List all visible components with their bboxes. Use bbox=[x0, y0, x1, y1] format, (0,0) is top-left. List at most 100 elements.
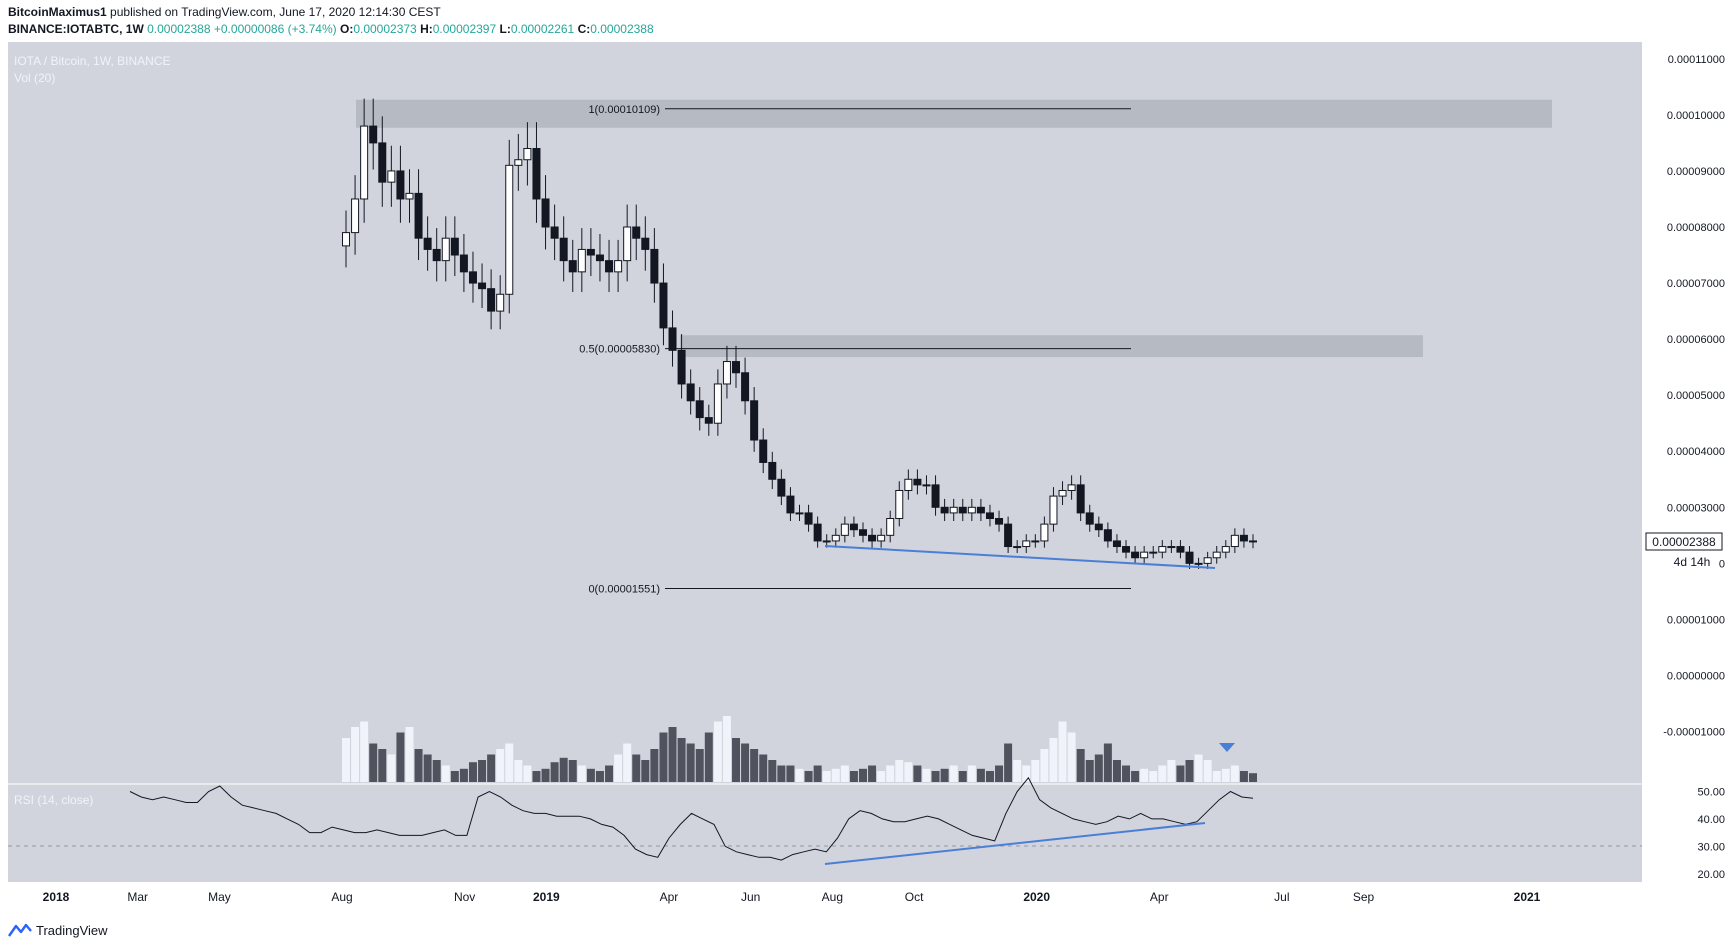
footer-brand-label: TradingView bbox=[36, 922, 108, 938]
legend-vol: Vol (20) bbox=[14, 71, 55, 85]
candle-body bbox=[750, 400, 759, 441]
volume-bar bbox=[523, 765, 532, 782]
volume-bar bbox=[342, 738, 350, 782]
candle-body bbox=[1004, 523, 1013, 548]
legend-rsi: RSI (14, close) bbox=[14, 793, 93, 807]
candle-body bbox=[922, 484, 931, 487]
volume-bar bbox=[577, 765, 586, 782]
author-name[interactable]: BitcoinMaximus1 bbox=[8, 5, 107, 19]
volume-bar bbox=[695, 749, 704, 782]
volume-bar bbox=[877, 771, 886, 782]
candle-body bbox=[650, 248, 659, 284]
price-chart[interactable]: 1(0.00010109) 0.5(0.00005830) 0(0.00001551… bbox=[0, 0, 1731, 920]
candle-body bbox=[1194, 562, 1203, 565]
candle-body bbox=[995, 518, 1004, 525]
candle-body bbox=[360, 125, 369, 200]
chart-background bbox=[8, 42, 1642, 882]
volume-bar bbox=[804, 771, 813, 782]
rsi-axis: 50.00 40.00 30.00 20.00 bbox=[1697, 786, 1725, 880]
price-tick-label: 0.00003000 bbox=[1667, 502, 1725, 514]
volume-bar bbox=[849, 771, 858, 782]
volume-bar bbox=[351, 727, 360, 782]
volume-bar bbox=[759, 754, 768, 782]
close-label: C: bbox=[577, 22, 591, 36]
candle-body bbox=[1131, 551, 1140, 559]
volume-bar bbox=[840, 765, 849, 782]
candle-body bbox=[396, 170, 405, 200]
last-price: 0.00002388 bbox=[147, 22, 211, 36]
fib-level-label: 0.5(0.00005830) bbox=[579, 344, 660, 356]
candle-body bbox=[459, 254, 468, 273]
candle-body bbox=[786, 495, 795, 514]
legend-title: IOTA / Bitcoin, 1W, BINANCE bbox=[14, 54, 171, 68]
open-value: 0.00002373 bbox=[353, 22, 417, 36]
volume-bar bbox=[904, 762, 913, 782]
volume-bar bbox=[1122, 765, 1131, 782]
svg-text:4d 14h: 4d 14h bbox=[1674, 555, 1711, 569]
volume-bar bbox=[967, 765, 976, 782]
rsi-tick-label: 30.00 bbox=[1697, 841, 1725, 853]
tradingview-logo-icon bbox=[8, 923, 32, 937]
candle-body bbox=[1058, 489, 1067, 497]
volume-bars bbox=[342, 716, 1257, 782]
price-tick-label: 0.00007000 bbox=[1667, 278, 1725, 290]
candle-body bbox=[432, 248, 441, 262]
volume-bar bbox=[450, 771, 459, 782]
volume-bar bbox=[895, 760, 904, 782]
volume-bar bbox=[1031, 760, 1040, 782]
candle-body bbox=[949, 506, 958, 514]
open-label: O: bbox=[339, 22, 354, 36]
candle-body bbox=[487, 288, 496, 312]
volume-bar bbox=[614, 754, 623, 782]
candle-body bbox=[632, 226, 641, 239]
volume-bar bbox=[741, 743, 750, 782]
candle-body bbox=[659, 282, 668, 329]
resistance-zones bbox=[356, 99, 1552, 358]
candle-body bbox=[695, 400, 704, 419]
volume-bar bbox=[668, 727, 677, 782]
volume-bar bbox=[1094, 754, 1103, 782]
candle-body bbox=[1212, 551, 1221, 559]
volume-bar bbox=[1149, 771, 1158, 782]
candle-body bbox=[976, 506, 985, 514]
price-tick-label: 0.00008000 bbox=[1667, 222, 1725, 234]
volume-bar bbox=[478, 760, 487, 782]
resistance-zone bbox=[356, 99, 1552, 128]
candle-body bbox=[1040, 523, 1049, 542]
candle-body bbox=[1185, 551, 1194, 564]
volume-bar bbox=[940, 768, 949, 782]
volume-bar bbox=[868, 765, 877, 782]
rsi-tick-label: 20.00 bbox=[1697, 869, 1725, 881]
candle-body bbox=[904, 478, 913, 491]
volume-bar bbox=[1203, 760, 1212, 782]
volume-bar bbox=[713, 721, 722, 782]
footer-brand[interactable]: TradingView bbox=[8, 922, 108, 938]
candle-body bbox=[704, 417, 713, 424]
candle-body bbox=[913, 478, 922, 486]
volume-bar bbox=[1040, 749, 1049, 782]
candle-body bbox=[450, 237, 459, 256]
volume-bar bbox=[886, 765, 895, 782]
price-tick-label: 0.00004000 bbox=[1667, 446, 1725, 458]
price-tick-label: 0.00009000 bbox=[1667, 166, 1725, 178]
candle-body bbox=[940, 506, 949, 514]
candle-body bbox=[677, 349, 686, 385]
volume-bar bbox=[423, 754, 432, 782]
candle-body bbox=[1013, 546, 1022, 549]
volume-bar bbox=[1239, 771, 1248, 782]
time-tick-label: Aug bbox=[822, 890, 843, 904]
price-axis[interactable]: 0.00011000 0.00010000 0.00009000 0.00008000… bbox=[1642, 42, 1731, 882]
volume-bar bbox=[1112, 760, 1121, 782]
price-change: +0.00000086 (+3.74%) bbox=[213, 22, 337, 36]
price-tick-label: 0.00011000 bbox=[1668, 54, 1725, 66]
candle-body bbox=[342, 232, 350, 247]
volume-bar bbox=[1230, 765, 1239, 782]
time-axis[interactable]: 2018 Mar May Aug Nov 2019 Apr Jun Aug Oct 2020 Apr J… bbox=[8, 882, 1642, 912]
candle-body bbox=[478, 282, 487, 290]
rsi-line bbox=[129, 776, 1254, 861]
candle-body bbox=[732, 361, 741, 374]
candle-body bbox=[822, 540, 831, 543]
volume-bar bbox=[1221, 768, 1230, 782]
volume-bar bbox=[1140, 768, 1149, 782]
candle-body bbox=[668, 327, 677, 351]
